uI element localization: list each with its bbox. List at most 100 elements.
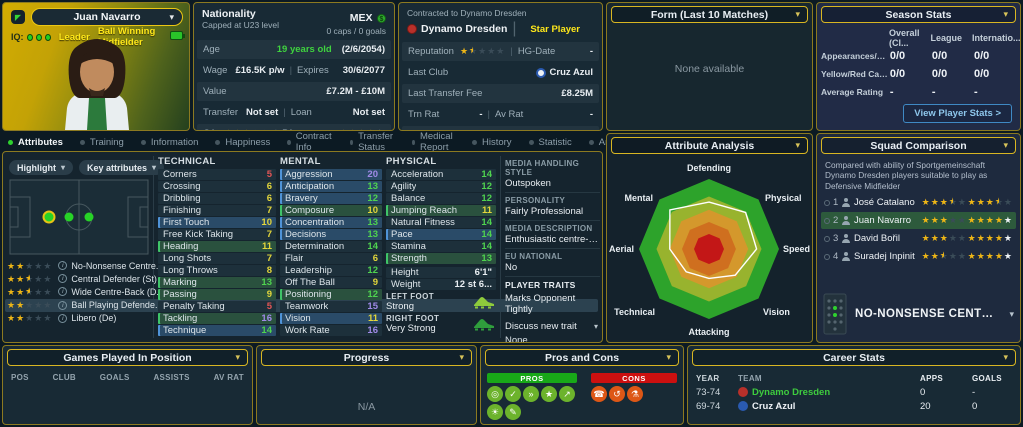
games-col-av-rat: AV RAT	[213, 373, 244, 382]
star-icon: ★	[358, 128, 366, 131]
tab-happiness[interactable]: Happiness	[215, 137, 270, 148]
info-icon[interactable]: i	[58, 313, 68, 323]
attribute-value: 5	[266, 169, 272, 180]
role-row-no-nonsense-centre[interactable]: ★★★★★ i No-Nonsense Centre...	[5, 259, 598, 272]
games-played-dropdown[interactable]: Games Played In Position ▾	[7, 349, 248, 366]
last-club-label: Last Club	[408, 67, 449, 78]
wage-value: £16.5K p/w	[235, 65, 285, 76]
attribute-value: 14	[481, 229, 492, 240]
tab-information[interactable]: Information	[140, 137, 198, 148]
star-icon: ★	[921, 251, 930, 262]
growth-icon: ↗	[559, 386, 575, 402]
last-club-name[interactable]: Cruz Azul	[549, 67, 593, 78]
capped-level: Capped at U23 level	[202, 20, 280, 30]
attribute-value: 14	[481, 241, 492, 252]
season-stats-dropdown[interactable]: Season Stats ▾	[821, 6, 1016, 23]
tab-attributes[interactable]: Attributes	[8, 137, 63, 148]
role-row-libero-de[interactable]: ★★★★★ i Libero (De)	[5, 312, 598, 325]
season-stat-row: Appearances/Go... 0/0 0/0 0/0	[821, 47, 1016, 65]
career-stats-dropdown[interactable]: Career Stats ▾	[692, 349, 1016, 366]
player-name-dropdown[interactable]: Juan Navarro ▾	[31, 8, 183, 26]
attribute-row-natural-fitness: Natural Fitness 14	[386, 217, 496, 228]
squad-row-david-bo-il[interactable]: 3 David Bořil ★★★★★ ★★★★★	[821, 230, 1016, 247]
nationality-panel: Nationality Capped at U23 level MEX $ 0 …	[193, 2, 395, 131]
squad-row-juan-navarro[interactable]: 2 Juan Navarro ★★★★★ ★★★★★	[821, 212, 1016, 230]
highlight-dropdown[interactable]: Highlight ▾	[9, 160, 74, 175]
quick-nav-icon[interactable]: ◤	[11, 10, 25, 24]
view-player-stats-button[interactable]: View Player Stats >	[903, 104, 1012, 123]
form-dropdown[interactable]: Form (Last 10 Matches) ▾	[611, 6, 808, 23]
squad-comparison-dropdown[interactable]: Squad Comparison ▾	[821, 137, 1016, 154]
media-value: Enthusiastic centre-back	[505, 233, 600, 249]
attribute-name: Flair	[285, 253, 304, 264]
star-icon: ★	[967, 233, 976, 244]
tab-statistic[interactable]: Statistic	[528, 137, 572, 148]
attribute-name: Decisions	[285, 229, 327, 240]
tab-bar: Attributes Training Information Happiness Co…	[0, 131, 634, 153]
squad-comparison-panel: Squad Comparison ▾ Compared with ability …	[816, 133, 1021, 343]
attribute-name: Natural Fitness	[391, 217, 455, 228]
chevron-down-icon[interactable]: ▾	[1009, 308, 1014, 319]
season-stat-label: Appearances/Go...	[821, 51, 890, 61]
season-stat-value: 0/0	[889, 50, 906, 62]
tab-transfer-status[interactable]: Transfer Status	[350, 131, 395, 153]
season-stat-value: 0/0	[973, 68, 990, 80]
tab-contract-info[interactable]: Contract Info	[287, 131, 333, 153]
season-stat-label: Yellow/Red Cards	[821, 69, 890, 79]
star-icon: ★	[7, 273, 16, 284]
attribute-value: 13	[481, 253, 492, 264]
attribute-analysis-dropdown[interactable]: Attribute Analysis ▾	[611, 137, 808, 154]
trn-rat-label: Trn Rat	[408, 109, 440, 120]
star-icon: ★	[994, 251, 1003, 262]
tab-dot-icon	[215, 139, 221, 145]
star-icon: ★	[349, 128, 357, 131]
chevron-down-icon: ▾	[1003, 140, 1008, 150]
left-boot-icon	[474, 296, 494, 308]
tab-label: Contract Info	[295, 131, 332, 153]
star-icon: ★	[995, 197, 1003, 207]
player-card: ◤ Juan Navarro ▾ IQ: Leader Ball Winning…	[2, 2, 190, 131]
rank-number: 3	[833, 233, 839, 245]
expires-label: Expires	[297, 65, 329, 76]
chevron-down-icon: ▾	[61, 163, 66, 172]
attribute-row-technique: Technique 14	[158, 325, 276, 336]
discuss-new-trait-dropdown[interactable]: Discuss new trait ▾	[505, 318, 600, 335]
info-icon[interactable]: i	[58, 261, 68, 270]
info-icon[interactable]: i	[58, 300, 68, 310]
team-badge-icon	[738, 401, 748, 411]
attribute-row-teamwork: Teamwork 15	[280, 301, 382, 312]
radar-axis-label: Mental	[624, 193, 653, 203]
attribute-row-anticipation: Anticipation 13	[280, 181, 382, 192]
pa-stars: ★★★★★	[340, 128, 385, 131]
progress-dropdown[interactable]: Progress ▾	[261, 349, 472, 366]
squad-row-jos-catalano[interactable]: 1 José Catalano ★★★★ ★★ ★★★★	[821, 194, 1016, 211]
media-heading: MEDIA DESCRIPTION	[505, 224, 593, 233]
star-icon: ★	[43, 260, 52, 271]
tab-history[interactable]: History	[471, 137, 512, 148]
media-heading: PERSONALITY	[505, 196, 566, 205]
attribute-row-pace: Pace 14	[386, 229, 496, 240]
weight-row: Weight 12 st 6...	[386, 279, 496, 290]
info-icon[interactable]: i	[58, 287, 68, 297]
attribute-value: 8	[266, 265, 272, 276]
tab-medical-report[interactable]: Medical Report	[412, 131, 455, 153]
attribute-name: Penalty Taking	[163, 301, 225, 312]
attribute-row-positioning: Positioning 12	[280, 289, 382, 300]
pros-cons-dropdown[interactable]: Pros and Cons ▾	[485, 349, 679, 366]
tab-training[interactable]: Training	[79, 137, 124, 148]
physical-title: PHYSICAL	[386, 156, 437, 167]
key-attributes-dropdown[interactable]: Key attributes ▾	[79, 160, 165, 175]
star-icon: ★	[478, 46, 487, 56]
check-icon: ✓	[505, 386, 521, 402]
trait-none-value: None	[505, 335, 528, 343]
squad-pa-stars: ★★★★★	[967, 215, 1013, 226]
star-icon: ★	[967, 197, 976, 208]
star-icon: ★	[16, 273, 25, 284]
info-icon[interactable]: i	[58, 274, 68, 284]
club-name[interactable]: Dynamo Dresden	[421, 23, 508, 35]
pros-cons-panel: Pros and Cons ▾ PROS ◎ ✓» ★ ↗ ☀ ✎ CONS ☎ ↺ ⚗	[480, 345, 684, 425]
rank-ring-icon	[824, 235, 830, 242]
squad-row-suradej-inpinit[interactable]: 4 Suradej Inpinit ★★★ ★★★ ★★★★	[821, 248, 1016, 265]
